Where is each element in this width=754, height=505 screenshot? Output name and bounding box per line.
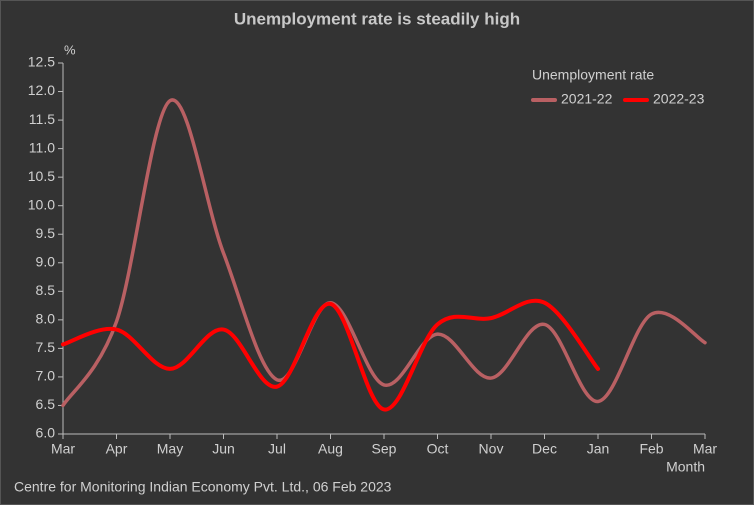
- x-tick-label: Jun: [212, 441, 235, 457]
- y-tick-label: 8.0: [36, 311, 56, 327]
- y-tick-label: 10.5: [28, 168, 55, 184]
- x-tick-label: Dec: [532, 441, 557, 457]
- chart-title: Unemployment rate is steadily high: [234, 9, 520, 28]
- y-tick-label: 6.5: [36, 396, 56, 412]
- y-tick-label: 6.0: [36, 425, 56, 441]
- y-tick-label: 11.5: [29, 111, 55, 127]
- y-tick-label: 12.5: [28, 54, 55, 70]
- y-axis-label: %: [64, 42, 76, 57]
- legend-label: 2022-23: [653, 91, 705, 107]
- y-tick-label: 7.5: [36, 339, 56, 355]
- x-tick-label: Apr: [106, 441, 128, 457]
- x-tick-label: Jul: [268, 441, 286, 457]
- x-tick-label: Feb: [639, 441, 663, 457]
- y-tick-label: 9.5: [36, 225, 56, 241]
- x-tick-label: Mar: [51, 441, 75, 457]
- x-axis-label: Month: [666, 459, 705, 475]
- y-tick-label: 9.0: [36, 253, 56, 269]
- legend-title: Unemployment rate: [532, 67, 654, 83]
- x-tick-label: Oct: [427, 441, 449, 457]
- y-tick-label: 10.0: [28, 196, 55, 212]
- x-tick-label: Mar: [693, 441, 717, 457]
- x-tick-label: May: [157, 441, 183, 457]
- x-tick-label: Aug: [318, 441, 343, 457]
- y-tick-label: 12.0: [28, 82, 55, 98]
- legend-label: 2021-22: [561, 91, 613, 107]
- y-tick-label: 7.0: [36, 368, 56, 384]
- source: Centre for Monitoring Indian Economy Pvt…: [14, 479, 392, 495]
- x-tick-label: Nov: [479, 441, 504, 457]
- line-series: [61, 98, 707, 408]
- line-series: [61, 298, 600, 412]
- x-tick-label: Jan: [587, 441, 610, 457]
- y-tick-label: 8.5: [36, 282, 56, 298]
- y-tick-label: 11.0: [29, 139, 55, 155]
- x-tick-label: Sep: [372, 441, 397, 457]
